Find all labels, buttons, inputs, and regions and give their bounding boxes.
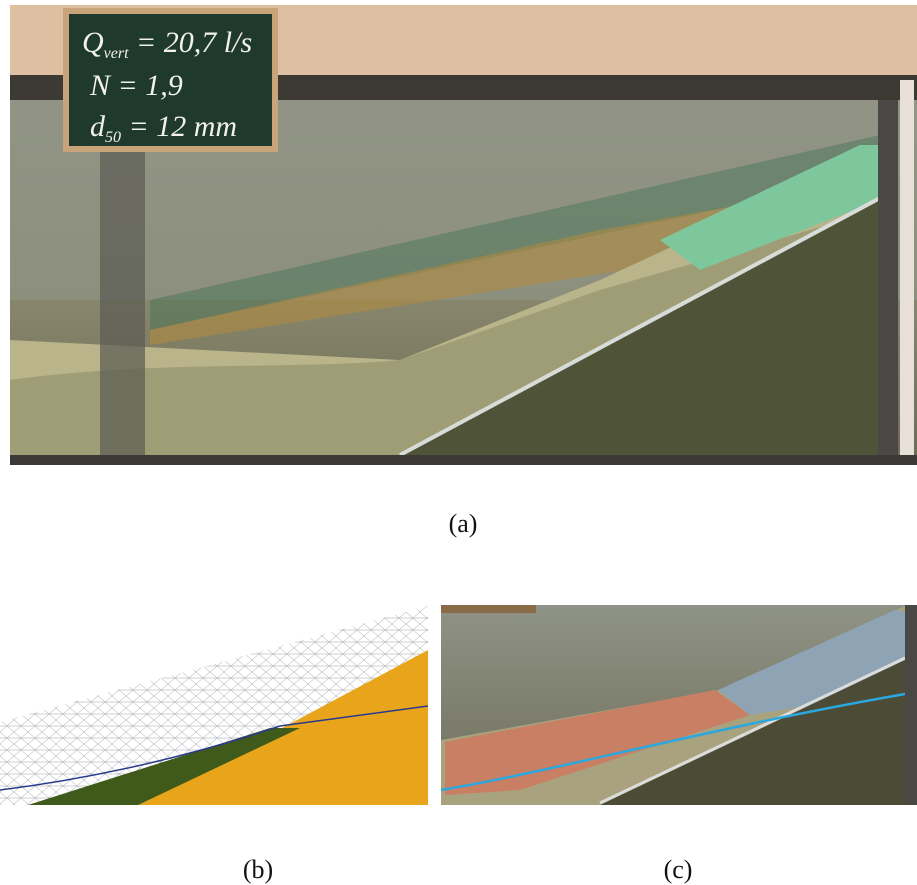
- text: d: [90, 110, 106, 143]
- mesh-b: [0, 606, 428, 805]
- text: Q: [82, 26, 104, 59]
- text: = 12 mm: [121, 110, 237, 143]
- caption: (a): [449, 509, 478, 538]
- text: vert: [104, 45, 129, 62]
- text: = 20,7 l/s: [129, 26, 253, 59]
- figure: Qvert = 20,7 l/s N = 1,9 d50 = 12 mm (a)…: [0, 0, 917, 885]
- photo-c: [441, 605, 917, 805]
- text: 50: [105, 129, 121, 146]
- caption: (b): [243, 855, 273, 884]
- caption: (c): [664, 855, 693, 884]
- text: N = 1,9: [89, 69, 183, 102]
- board-line: N = 1,9: [89, 69, 183, 102]
